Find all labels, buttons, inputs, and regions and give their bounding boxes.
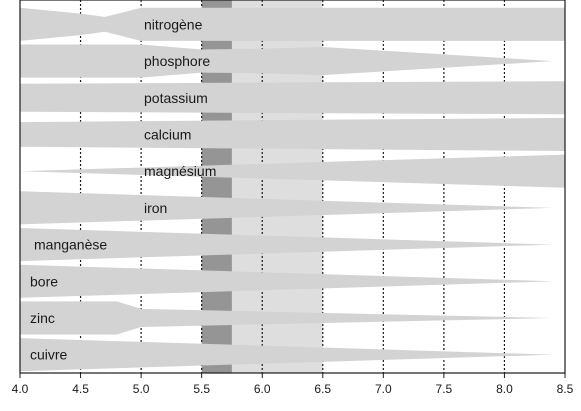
- nutrient-label: zinc: [30, 310, 55, 326]
- x-tick-label: 4.0: [12, 382, 29, 396]
- x-tick-label: 7.5: [436, 382, 453, 396]
- nutrient-band-8: [20, 264, 553, 298]
- plot-frame: [19, 0, 566, 374]
- x-tick-label: 7.0: [375, 382, 392, 396]
- x-tick-label: 6.5: [314, 382, 331, 396]
- x-tick-label: 8.5: [557, 382, 574, 396]
- nutrient-band-9: [20, 301, 553, 335]
- x-tick-label: 5.5: [193, 382, 210, 396]
- nutrient-label: iron: [144, 200, 167, 216]
- nutrient-band-3: [20, 81, 565, 115]
- nutrient-band-7: [20, 228, 553, 262]
- nutrient-band-1: [20, 7, 565, 41]
- nutrient-label: cuivre: [30, 347, 68, 363]
- x-tick-label: 6.0: [254, 382, 271, 396]
- nutrient-label: potassium: [144, 90, 208, 106]
- nutrient-band-6: [20, 191, 553, 225]
- nutrient-label: calcium: [144, 126, 191, 142]
- nutrient-label: nitrogène: [144, 16, 203, 32]
- nutrient-band-2: [20, 44, 553, 78]
- nutrient-label: phosphore: [144, 53, 210, 69]
- nutrient-label: magnésium: [144, 163, 216, 179]
- nutrient-band-4: [20, 117, 565, 151]
- nutrient-label: bore: [30, 273, 58, 289]
- x-tick-label: 5.0: [133, 382, 150, 396]
- nutrient-band-5: [20, 154, 565, 188]
- x-tick-label: 4.5: [72, 382, 89, 396]
- nutrient-band-10: [20, 338, 553, 372]
- nutrient-label: manganèse: [34, 237, 107, 253]
- x-tick-label: 8.0: [496, 382, 513, 396]
